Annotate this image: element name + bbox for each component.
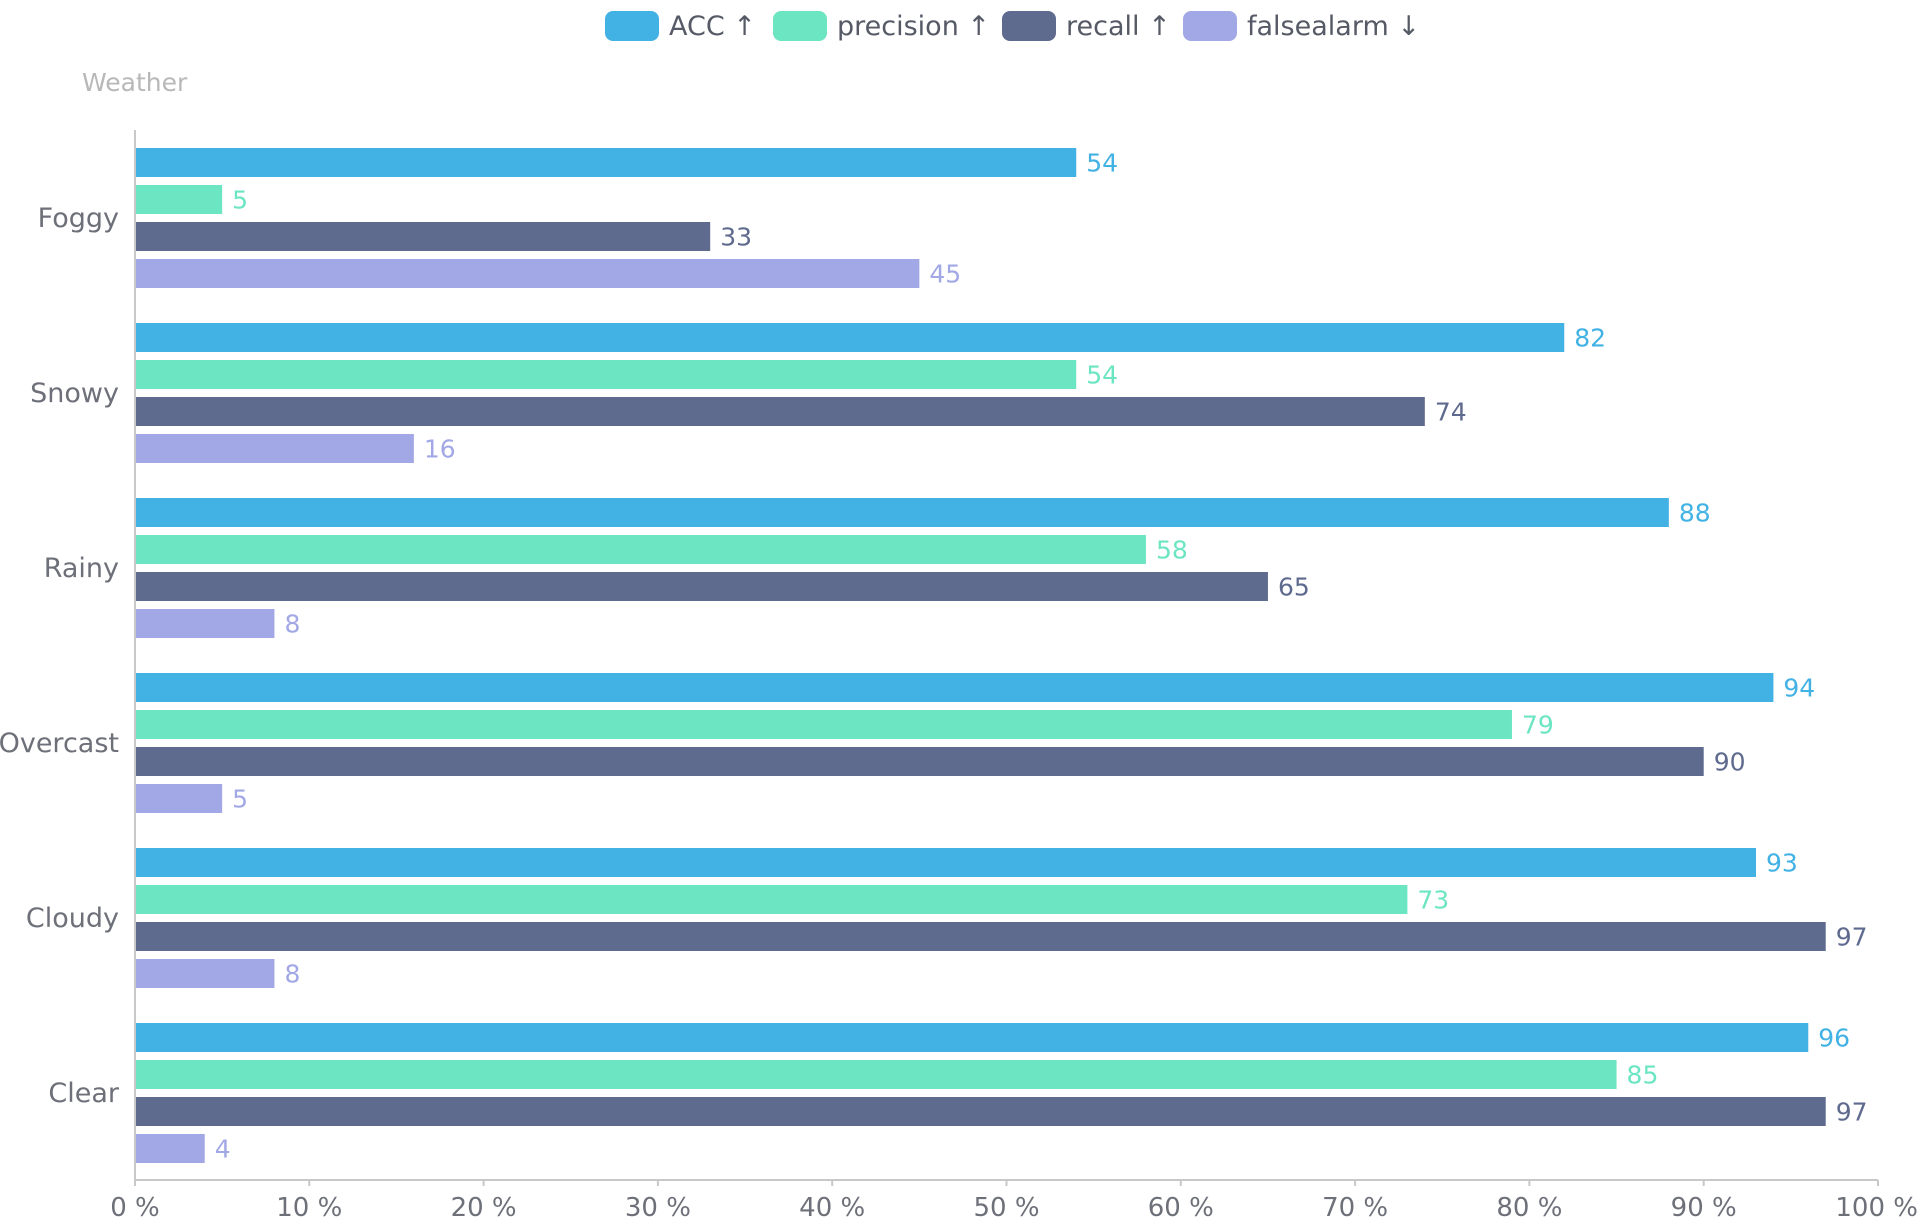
bar-overcast-recall[interactable] [135,747,1704,776]
value-label-overcast-acc: 94 [1783,674,1815,703]
value-label-snowy-recall: 74 [1435,398,1467,427]
bar-clear-recall[interactable] [135,1097,1826,1126]
value-label-snowy-acc: 82 [1574,324,1606,353]
legend-label: precision ↑ [837,11,990,42]
bar-snowy-falsealarm[interactable] [135,434,414,463]
value-label-clear-recall: 97 [1836,1098,1868,1127]
y-axis-title: Weather [82,68,188,97]
value-label-cloudy-precision: 73 [1417,886,1449,915]
bar-rainy-falsealarm[interactable] [135,609,275,638]
bar-cloudy-recall[interactable] [135,922,1826,951]
value-label-cloudy-acc: 93 [1766,849,1798,878]
x-tick-label: 30 % [625,1193,691,1223]
bar-foggy-falsealarm[interactable] [135,259,920,288]
bar-overcast-precision[interactable] [135,710,1512,739]
value-label-cloudy-falsealarm: 8 [284,960,300,989]
category-label-cloudy: Cloudy [26,903,119,934]
legend-item-acc[interactable]: ACC ↑ [605,11,756,42]
value-label-overcast-falsealarm: 5 [232,785,248,814]
category-label-foggy: Foggy [38,203,119,234]
legend-swatch [773,11,827,41]
x-tick-label: 10 % [276,1193,342,1223]
category-label-rainy: Rainy [44,553,119,584]
bar-rainy-recall[interactable] [135,572,1268,601]
x-tick-label: 0 % [110,1193,160,1223]
bar-clear-precision[interactable] [135,1060,1617,1089]
x-tick-label: 80 % [1496,1193,1562,1223]
bars-group: 54 5 33 45 82 54 74 16 88 58 65 8 94 79 90 5 93 73 97 8 96 85… [135,148,1868,1164]
value-label-rainy-precision: 58 [1156,536,1188,565]
bar-snowy-recall[interactable] [135,397,1425,426]
legend-label: recall ↑ [1066,11,1171,42]
x-tick-label: 40 % [799,1193,865,1223]
value-label-rainy-acc: 88 [1679,499,1711,528]
value-label-foggy-recall: 33 [720,223,752,252]
value-label-overcast-precision: 79 [1522,711,1554,740]
x-tick-label: 100 % [1835,1193,1918,1223]
value-label-foggy-falsealarm: 45 [929,260,961,289]
value-label-foggy-precision: 5 [232,186,248,215]
bar-snowy-precision[interactable] [135,360,1077,389]
bar-cloudy-falsealarm[interactable] [135,959,275,988]
bar-foggy-recall[interactable] [135,222,711,251]
bar-rainy-acc[interactable] [135,498,1669,527]
legend-swatch [1183,11,1237,41]
x-tick-label: 60 % [1148,1193,1214,1223]
bar-foggy-precision[interactable] [135,185,223,214]
value-label-clear-falsealarm: 4 [215,1135,231,1164]
legend-item-falsealarm[interactable]: falsealarm ↓ [1183,11,1420,42]
x-tick-label: 50 % [973,1193,1039,1223]
bar-cloudy-precision[interactable] [135,885,1408,914]
category-label-overcast: Overcast [0,728,119,759]
bar-cloudy-acc[interactable] [135,848,1756,877]
legend[interactable]: ACC ↑ precision ↑ recall ↑ falsealarm ↓ [605,11,1420,42]
value-label-clear-acc: 96 [1818,1024,1850,1053]
bar-overcast-acc[interactable] [135,673,1774,702]
bar-clear-falsealarm[interactable] [135,1134,205,1163]
legend-label: falsealarm ↓ [1247,11,1420,42]
value-label-overcast-recall: 90 [1714,748,1746,777]
bar-overcast-falsealarm[interactable] [135,784,223,813]
bar-rainy-precision[interactable] [135,535,1146,564]
bar-snowy-acc[interactable] [135,323,1565,352]
value-label-clear-precision: 85 [1627,1061,1659,1090]
axes-group: 0 % 10 % 20 % 30 % 40 % 50 % 60 % 70 % 80 % 90 % 1… [0,130,1918,1223]
value-label-cloudy-recall: 97 [1836,923,1868,952]
legend-swatch [1002,11,1056,41]
value-label-foggy-acc: 54 [1086,149,1118,178]
x-tick-label: 20 % [451,1193,517,1223]
x-tick-label: 70 % [1322,1193,1388,1223]
x-tick-label: 90 % [1671,1193,1737,1223]
legend-swatch [605,11,659,41]
legend-label: ACC ↑ [669,11,756,42]
bar-foggy-acc[interactable] [135,148,1077,177]
category-label-snowy: Snowy [30,378,119,409]
value-label-rainy-falsealarm: 8 [284,610,300,639]
bar-clear-acc[interactable] [135,1023,1809,1052]
value-label-snowy-precision: 54 [1086,361,1118,390]
value-label-rainy-recall: 65 [1278,573,1310,602]
value-label-snowy-falsealarm: 16 [424,435,456,464]
category-label-clear: Clear [48,1078,120,1109]
legend-item-precision[interactable]: precision ↑ [773,11,990,42]
legend-item-recall[interactable]: recall ↑ [1002,11,1171,42]
